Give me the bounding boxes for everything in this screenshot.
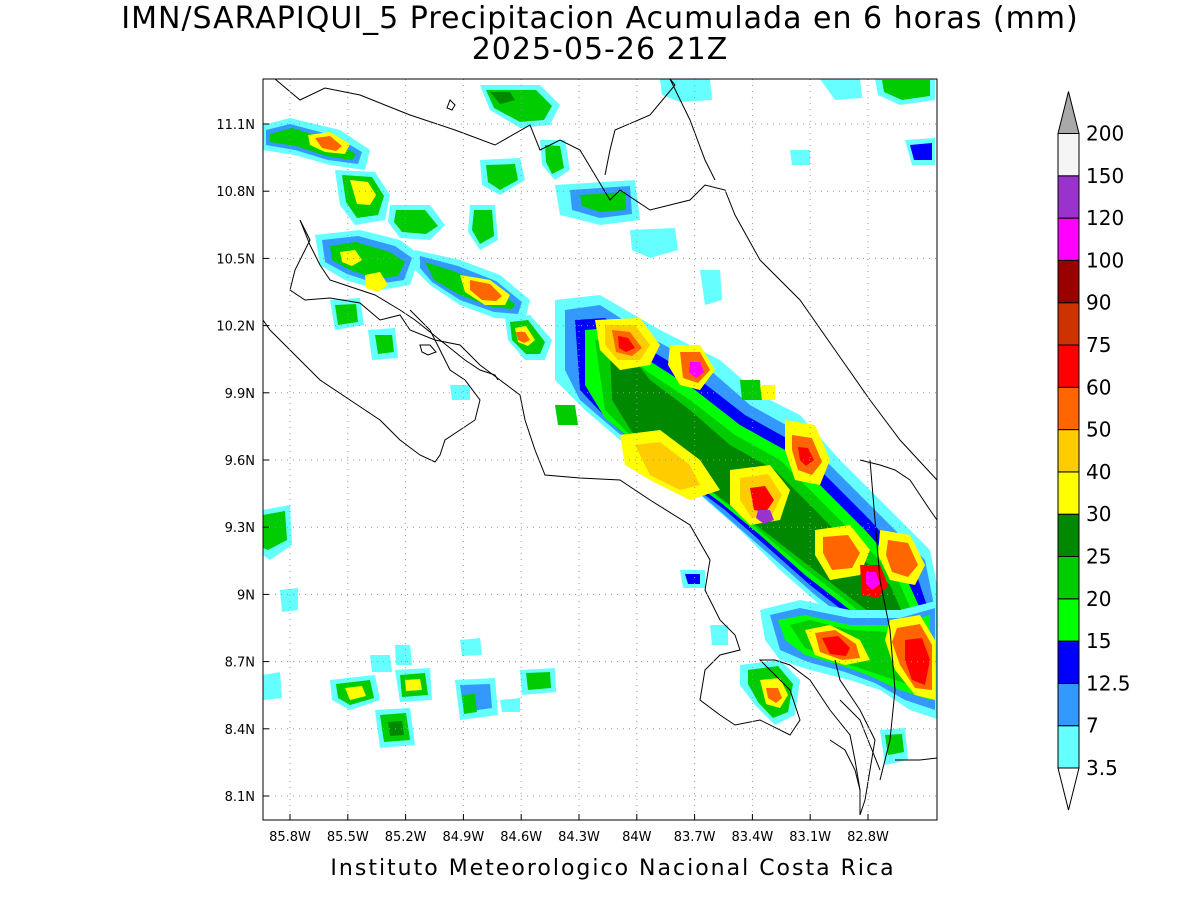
- colorbar-label: 75: [1086, 333, 1111, 357]
- colorbar-label: 60: [1086, 375, 1111, 399]
- colorbar-low-arrow: [1057, 767, 1080, 811]
- colorbar-box: [1057, 386, 1080, 431]
- colorbar-box: [1057, 217, 1080, 261]
- rain-band-northwest: [263, 118, 552, 360]
- colorbar-box: [1057, 302, 1080, 346]
- x-tick-label: 84.3W: [558, 830, 600, 845]
- coastlines-borders: [263, 79, 937, 816]
- colorbar-label: 25: [1086, 545, 1111, 569]
- x-tick-label: 85.2W: [385, 830, 427, 845]
- map-title: IMN/SARAPIQUI_5 Precipitacion Acumulada …: [121, 1, 1079, 36]
- colorbar-label: 150: [1086, 164, 1124, 188]
- rain-cells-north: [263, 79, 935, 765]
- colorbar-box: [1057, 344, 1080, 388]
- x-tick-label: 83.1W: [789, 830, 831, 845]
- colorbar-label: 30: [1086, 502, 1111, 526]
- lat-lon-grid: [263, 79, 937, 820]
- rain-band-central: [555, 295, 937, 710]
- colorbar-box: [1057, 259, 1080, 304]
- colorbar-label: 7: [1086, 714, 1099, 738]
- colorbar-label: 200: [1086, 122, 1124, 146]
- x-tick-label: 85.5W: [327, 830, 369, 845]
- colorbar-box: [1057, 725, 1080, 769]
- colorbar-high-arrow: [1057, 91, 1080, 134]
- colorbar-label: 100: [1086, 248, 1124, 272]
- colorbar-box: [1057, 513, 1080, 558]
- colorbar-box: [1057, 640, 1080, 684]
- colorbar-box: [1057, 556, 1080, 600]
- colorbar-label: 50: [1086, 418, 1111, 442]
- y-tick-label: 10.5N: [216, 252, 255, 267]
- x-tick-label: 83.4W: [731, 830, 773, 845]
- colorbar-box: [1057, 429, 1080, 473]
- map-date: 2025-05-26 21Z: [471, 32, 729, 67]
- colorbar-label: 15: [1086, 629, 1111, 653]
- x-tick-label: 84.9W: [442, 830, 484, 845]
- y-tick-label: 8.4N: [225, 723, 255, 738]
- colorbar-label: 3.5: [1086, 756, 1118, 780]
- colorbar-label: 90: [1086, 291, 1111, 315]
- x-tick-label: 84W: [622, 830, 652, 845]
- y-tick-label: 9.9N: [225, 387, 255, 402]
- y-tick-label: 9.3N: [225, 521, 255, 536]
- y-tick-label: 8.1N: [225, 790, 255, 805]
- colorbar-label: 20: [1086, 587, 1111, 611]
- colorbar-box: [1057, 471, 1080, 515]
- precipitation-field: [263, 79, 937, 765]
- x-tick-label: 83.7W: [674, 830, 716, 845]
- x-tick-label: 84.6W: [500, 830, 542, 845]
- y-tick-label: 10.2N: [216, 320, 255, 335]
- x-tick-label: 85.8W: [269, 830, 311, 845]
- plot-frame: [262, 78, 938, 821]
- colorbar-box: [1057, 682, 1080, 727]
- rain-cluster-south: [740, 600, 937, 725]
- colorbar-label: 12.5: [1086, 671, 1131, 695]
- colorbar-box: [1057, 598, 1080, 642]
- y-tick-label: 11.1N: [216, 118, 255, 133]
- x-tick-label: 82.8W: [847, 830, 889, 845]
- colorbar-box: [1057, 175, 1080, 219]
- x-axis-longitude: 85.8W 85.5W 85.2W 84.9W 84.6W 84.3W 84W 83.7W 83…: [269, 814, 889, 845]
- y-tick-label: 9.6N: [225, 454, 255, 469]
- colorbar-label: 120: [1086, 206, 1124, 230]
- rain-cells-southwest: [263, 638, 556, 748]
- y-tick-label: 9N: [237, 588, 255, 603]
- y-axis-latitude: 11.1N 10.8N 10.5N 10.2N 9.9N 9.6N 9.3N 9N 8.7N 8.…: [216, 118, 269, 805]
- y-tick-label: 10.8N: [216, 185, 255, 200]
- colorbar-label: 40: [1086, 460, 1111, 484]
- y-tick-label: 8.7N: [225, 656, 255, 671]
- footer-credit: Instituto Meteorologico Nacional Costa R…: [330, 856, 896, 881]
- colorbar-legend: 3.5 7 12.5 15 20 25 30 40 50 60 75 90 100 120 150 200: [1057, 91, 1131, 811]
- colorbar-box: [1057, 133, 1080, 177]
